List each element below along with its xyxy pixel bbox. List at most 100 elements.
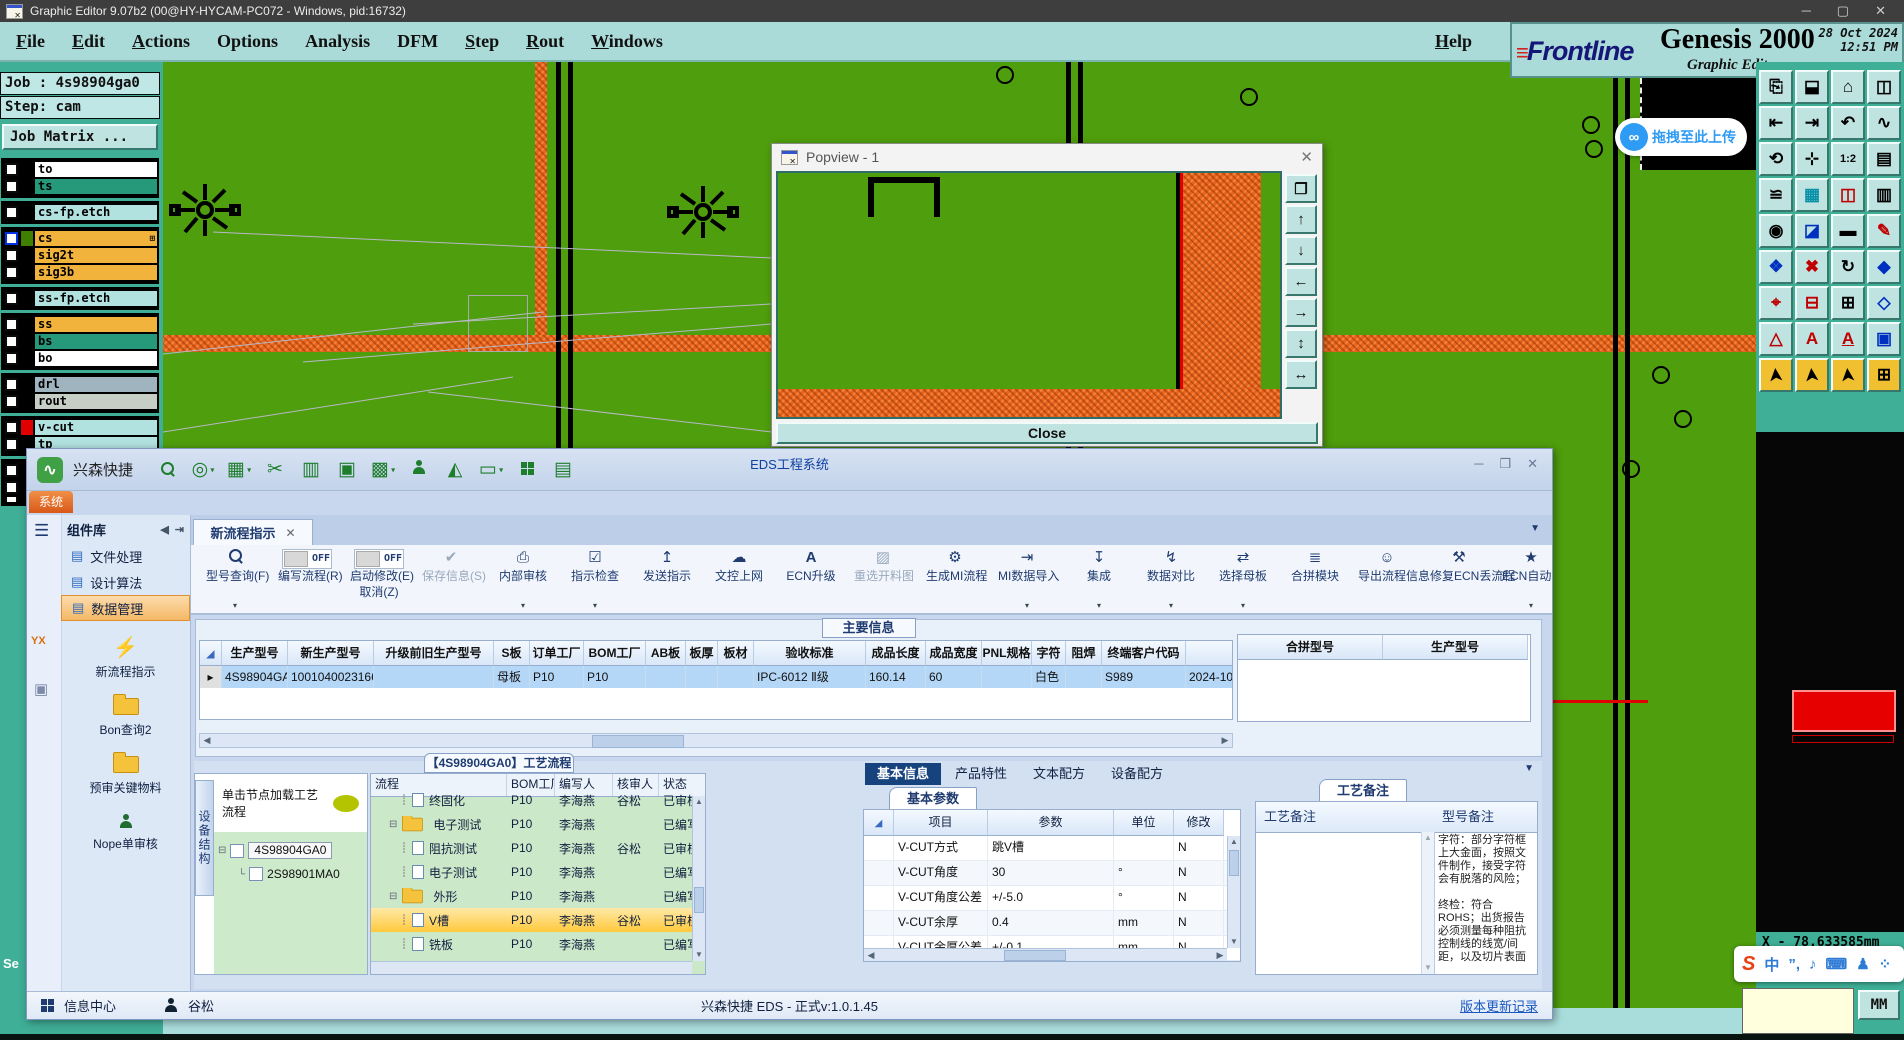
- ribbon-编写流程(R)[interactable]: OFF 编写流程(R): [271, 548, 343, 611]
- scroll-up-icon[interactable]: ▲: [695, 797, 703, 806]
- col-header-AB板[interactable]: AB板: [646, 641, 686, 666]
- fit-vertical-button[interactable]: ↕: [1285, 329, 1317, 358]
- sidebar-item-新流程指示[interactable]: ⚡ 新流程指示: [95, 637, 156, 679]
- scroll-left-icon[interactable]: ◀: [203, 735, 211, 745]
- version-history-link[interactable]: 版本更新记录: [1459, 999, 1538, 1014]
- process-notes-cell[interactable]: ▲ ▼: [1256, 832, 1435, 974]
- rows-view-tool-button[interactable]: ▥: [1867, 178, 1901, 212]
- popview-close-button[interactable]: Close: [776, 422, 1318, 444]
- param-row-V-CUT余厚[interactable]: V-CUT余厚 0.4 mm N: [864, 911, 1240, 936]
- ribbon-选择母板[interactable]: ⇄ 选择母板 ▾: [1218, 549, 1267, 610]
- cell[interactable]: 母板: [494, 666, 530, 688]
- diamond-blue-tool-button[interactable]: ◆: [1867, 250, 1901, 284]
- layer-row-drl[interactable]: drl: [3, 377, 157, 392]
- param-row-V-CUT角度[interactable]: V-CUT角度 30 ° N: [864, 861, 1240, 886]
- tab-产品特性[interactable]: 产品特性: [954, 766, 1007, 781]
- pan-left-tool-button[interactable]: ⇤: [1759, 106, 1793, 140]
- plus-box-tool-button[interactable]: ⊞: [1831, 286, 1865, 320]
- minimize-button[interactable]: ─: [1801, 3, 1811, 18]
- delete-red-tool-button[interactable]: ✖: [1795, 250, 1829, 284]
- screen-down-tool-button[interactable]: ⬓: [1795, 70, 1829, 104]
- process-notes-tab[interactable]: 工艺备注: [1319, 779, 1407, 801]
- cell[interactable]: 160.14: [866, 666, 926, 688]
- scroll-thumb[interactable]: [1004, 950, 1066, 961]
- proc-row-阻抗测试[interactable]: ┊阻抗测试P10李海燕谷松已审核: [401, 841, 692, 856]
- layer-checkbox[interactable]: [5, 249, 18, 262]
- cell[interactable]: IPC-6012 Ⅱ级: [754, 666, 866, 688]
- info-center-icon[interactable]: [41, 999, 54, 1012]
- proc-row-外形[interactable]: ⊟外形P10李海燕已编写: [389, 887, 692, 904]
- main-info-table[interactable]: ◢ 生产型号 新生产型号 升级前旧生产型号 S板 订单工厂 BOM工厂 AB板 板厚 板材 验收标准…: [199, 640, 1233, 720]
- cell[interactable]: [646, 666, 686, 688]
- undo-view-tool-button[interactable]: ↶: [1831, 106, 1865, 140]
- cell[interactable]: P10: [530, 666, 584, 688]
- hamburger-icon[interactable]: ☰: [34, 521, 50, 540]
- main-info-tab[interactable]: 主要信息: [821, 618, 916, 638]
- menu-windows[interactable]: Windows: [591, 30, 663, 51]
- scroll-right-icon[interactable]: ▶: [1221, 735, 1229, 745]
- col-header-阻焊[interactable]: 阻焊: [1066, 641, 1102, 666]
- menu-file[interactable]: File: [16, 30, 45, 51]
- layer-row-ts[interactable]: ts: [3, 179, 157, 194]
- expand-icon[interactable]: ⊟: [218, 845, 227, 856]
- tab-设备配方[interactable]: 设备配方: [1110, 766, 1163, 781]
- param-col-参数[interactable]: 参数: [988, 810, 1114, 836]
- pan-right-tool-button[interactable]: ⇥: [1795, 106, 1829, 140]
- process-vscrollbar[interactable]: ▲ ▼: [692, 796, 705, 961]
- param-col-项目[interactable]: 项目: [894, 810, 988, 836]
- cursor-3-tool-button[interactable]: ➤: [1831, 358, 1865, 392]
- col-header-blank[interactable]: ◢: [200, 641, 222, 666]
- ribbon-启动修改(E)[interactable]: OFF 启动修改(E) 取消(Z): [343, 548, 415, 611]
- param-row-V-CUT方式[interactable]: V-CUT方式 跳V槽 N: [864, 836, 1240, 861]
- sidebar-tab-设计算法[interactable]: ▤ 设计算法: [71, 574, 143, 591]
- pan-down-button[interactable]: ↓: [1285, 236, 1317, 265]
- menu-rout[interactable]: Rout: [526, 30, 565, 51]
- layer-checkbox[interactable]: [5, 352, 18, 365]
- proc-col-流程[interactable]: 流程: [371, 774, 507, 796]
- film-strip-icon[interactable]: ▥: [302, 459, 320, 480]
- sidebar-tab-数据管理[interactable]: ▤ 数据管理: [61, 595, 190, 621]
- scroll-thumb[interactable]: [592, 735, 685, 748]
- menu-analysis[interactable]: Analysis: [305, 30, 371, 51]
- zoom-1-2-tool-button[interactable]: 1:2: [1831, 142, 1865, 176]
- param-col-sel[interactable]: ◢: [864, 810, 894, 836]
- main-data-row[interactable]: ▸4S98904GA010010400231665母板P10P10IPC-601…: [200, 666, 1232, 688]
- proc-row-电子测试[interactable]: ⊟电子测试P10李海燕已编写: [389, 815, 692, 832]
- sidebar-item-Bon查询2[interactable]: Bon查询2: [61, 694, 190, 738]
- layer-checkbox[interactable]: [5, 395, 18, 408]
- cell[interactable]: [686, 666, 718, 688]
- cluster-blue-tool-button[interactable]: ❖: [1759, 250, 1793, 284]
- cell[interactable]: 2024-10-26: [1186, 666, 1232, 688]
- tree-node-root[interactable]: ⊟ 4S98904GA0: [218, 842, 363, 859]
- ribbon-重选开料图[interactable]: ▨ 重选开料图: [854, 549, 915, 583]
- proc-row-铣板[interactable]: ┊铣板P10李海燕已编写: [401, 937, 692, 952]
- ribbon-ECN升级[interactable]: A ECN升级: [786, 549, 836, 583]
- col-header-字符[interactable]: 字符: [1032, 641, 1066, 666]
- cell[interactable]: [374, 666, 494, 688]
- layer-row-to[interactable]: to: [3, 162, 157, 177]
- col-header-PNL规格[interactable]: PNL规格: [982, 641, 1032, 666]
- tree-node-child[interactable]: └ 2S98901MA0: [238, 867, 340, 881]
- model-notes-cell[interactable]: 字符：部分字符框上大金面，按照文件制作，接受字符会有脱落的风险； 终检：符合RO…: [1438, 834, 1526, 963]
- main-table-hscrollbar[interactable]: ◀ ▶: [199, 733, 1233, 748]
- layer-checkbox[interactable]: [5, 438, 18, 451]
- edit-red-tool-button[interactable]: ✎: [1867, 214, 1901, 248]
- open-window-button[interactable]: ❐: [1285, 174, 1317, 203]
- close-button[interactable]: ✕: [1875, 3, 1886, 18]
- pan-left-button[interactable]: ←: [1285, 267, 1317, 296]
- param-row-V-CUT对称公差[interactable]: ▶V-CUT对称公差+/-0.15mmN: [864, 961, 1240, 962]
- toggle-编写流程(R)[interactable]: OFF: [282, 549, 332, 569]
- layer-checkbox[interactable]: [5, 481, 18, 494]
- align-tool-button[interactable]: ≌: [1759, 178, 1793, 212]
- chart-icon[interactable]: ◭: [447, 459, 463, 480]
- params-hscrollbar[interactable]: ◀ ▶: [864, 948, 1227, 961]
- toggle-启动修改(E)[interactable]: OFF: [354, 549, 404, 569]
- layer-checkbox[interactable]: [5, 464, 18, 477]
- scroll-left-icon[interactable]: ◀: [867, 950, 875, 960]
- warning-triangle-tool-button[interactable]: △: [1759, 322, 1793, 356]
- layer-checkbox[interactable]: [5, 421, 18, 434]
- col-header-S板[interactable]: S板: [494, 641, 530, 666]
- col-header-BOM工厂[interactable]: BOM工厂: [584, 641, 646, 666]
- layer-checkbox[interactable]: [5, 180, 18, 193]
- layer-row-bs[interactable]: bs: [3, 334, 157, 349]
